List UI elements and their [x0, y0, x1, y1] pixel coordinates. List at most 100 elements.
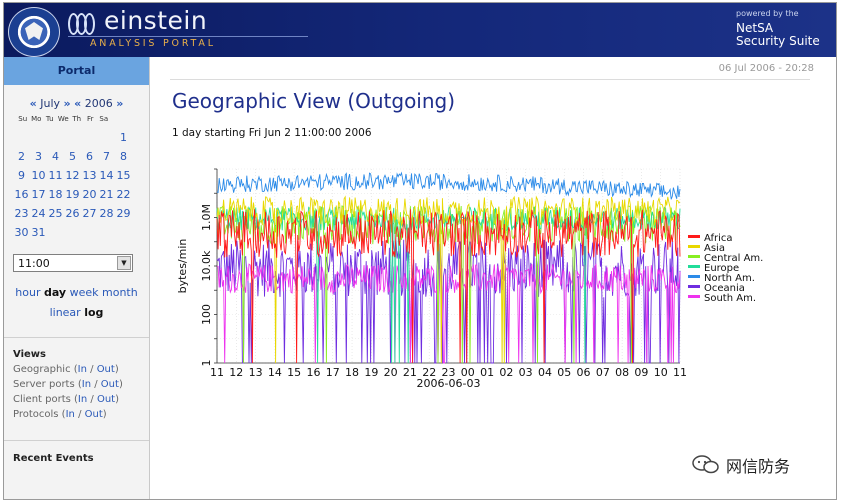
calendar-day[interactable]: 13: [82, 169, 97, 182]
range-week-link[interactable]: week: [69, 286, 99, 299]
calendar-day[interactable]: 30: [14, 226, 29, 239]
calendar-day[interactable]: 26: [65, 207, 80, 220]
x-tick-label: 01: [480, 366, 494, 379]
calendar-day[interactable]: 28: [99, 207, 114, 220]
calendar-day[interactable]: 16: [14, 188, 29, 201]
calendar-day[interactable]: 22: [116, 188, 131, 201]
next-month-link[interactable]: »: [63, 97, 71, 110]
view-out-link[interactable]: Out: [96, 364, 115, 375]
calendar-day[interactable]: 20: [82, 188, 97, 201]
calendar-day[interactable]: 14: [99, 169, 114, 182]
prev-month-link[interactable]: «: [29, 97, 37, 110]
y-tick-label: 100: [200, 304, 213, 325]
view-in-link[interactable]: In: [77, 364, 87, 375]
weekday-label: Mo: [31, 115, 42, 123]
time-select[interactable]: 11:00 ▼: [13, 254, 133, 272]
calendar-day[interactable]: 17: [31, 188, 46, 201]
chevron-down-icon[interactable]: ▼: [117, 256, 131, 270]
calendar-day[interactable]: 10: [31, 169, 46, 182]
views-list: Geographic (In / Out) Server ports (In / …: [13, 362, 123, 422]
calendar-grid: 1 2 3 4 5 6 7 8 9 10 11 12 13 14 15 16 17 18 19 20 21 22 23 24 2…: [13, 131, 132, 245]
y-tick-label: 1: [200, 360, 213, 367]
range-day-link[interactable]: day: [43, 286, 67, 299]
recent-events-title: Recent Events: [13, 453, 94, 464]
view-in-link[interactable]: In: [77, 394, 88, 405]
calendar-day[interactable]: 3: [35, 150, 42, 163]
calendar-day[interactable]: 8: [120, 150, 127, 163]
view-item-label: Client ports (: [13, 394, 78, 405]
legend-swatch: [688, 285, 700, 288]
sidebar-divider: [4, 440, 149, 441]
calendar-day[interactable]: 5: [69, 150, 76, 163]
x-tick-label: 20: [384, 366, 398, 379]
x-tick-label: 05: [557, 366, 571, 379]
scale-linear-link[interactable]: linear: [49, 306, 81, 319]
x-tick-label: 11: [673, 366, 687, 379]
prev-year-link[interactable]: «: [74, 97, 82, 110]
y-tick-label: 10.0k: [200, 250, 213, 281]
x-tick-label: 13: [249, 366, 263, 379]
calendar-day[interactable]: 19: [65, 188, 80, 201]
geographic-chart: 11 12 13 14 15 16 17 18 19 20 21 22 23 00 01 02 03 04 05 06…: [172, 151, 790, 399]
calendar-day[interactable]: 6: [86, 150, 93, 163]
scale-log-link[interactable]: log: [84, 306, 104, 319]
app-subtitle: ANALYSIS PORTAL: [90, 38, 216, 49]
portal-tab[interactable]: Portal: [4, 57, 149, 85]
app-name: einstein: [104, 6, 208, 35]
next-year-link[interactable]: »: [116, 97, 124, 110]
view-separator: /: [91, 379, 101, 390]
page-title: Geographic View (Outgoing): [172, 89, 456, 113]
x-tick-label: 02: [499, 366, 513, 379]
calendar-day[interactable]: 27: [82, 207, 97, 220]
weekday-label: Th: [72, 115, 82, 123]
view-in-link[interactable]: In: [65, 409, 75, 420]
view-close-paren: ): [114, 364, 119, 375]
legend-swatch: [688, 265, 700, 268]
calendar-day[interactable]: 29: [116, 207, 131, 220]
weekday-label: Su: [18, 115, 28, 123]
calendar-day[interactable]: 11: [48, 169, 63, 182]
x-tick-label: 17: [326, 366, 340, 379]
suite-name-line1: NetSA: [736, 21, 774, 35]
series-line-north-am-: [216, 171, 681, 200]
page-subtitle: 1 day starting Fri Jun 2 11:00:00 2006: [172, 127, 372, 139]
calendar-year: 2006: [84, 97, 113, 110]
calendar-day[interactable]: 12: [65, 169, 80, 182]
calendar-day[interactable]: 15: [116, 169, 131, 182]
calendar-day[interactable]: 7: [103, 150, 110, 163]
series-line-africa: [216, 209, 681, 364]
range-hour-link[interactable]: hour: [15, 286, 41, 299]
calendar-day[interactable]: 18: [48, 188, 63, 201]
calendar-day[interactable]: 4: [52, 150, 59, 163]
y-axis-label: bytes/min: [176, 239, 189, 294]
view-close-paren: ): [118, 379, 123, 390]
x-tick-label: 12: [229, 366, 243, 379]
main-content: 06 Jul 2006 - 20:28 Geographic View (Out…: [150, 57, 836, 499]
view-out-link[interactable]: Out: [84, 409, 103, 420]
x-tick-label: 03: [519, 366, 533, 379]
calendar-day[interactable]: 23: [14, 207, 29, 220]
series-line-south-am-: [216, 263, 681, 364]
x-axis-label: 2006-06-03: [417, 377, 481, 390]
sidebar-divider: [4, 337, 149, 338]
calendar-day[interactable]: 31: [31, 226, 46, 239]
view-out-link[interactable]: Out: [96, 394, 116, 405]
calendar-day[interactable]: 9: [18, 169, 25, 182]
calendar-day[interactable]: 25: [48, 207, 63, 220]
x-tick-label: 00: [461, 366, 475, 379]
weekday-label: Sa: [99, 115, 109, 123]
view-out-link[interactable]: Out: [100, 379, 119, 390]
x-tick-label: 06: [577, 366, 591, 379]
calendar-day[interactable]: 21: [99, 188, 114, 201]
x-tick-label: 14: [268, 366, 282, 379]
calendar-day[interactable]: 24: [31, 207, 46, 220]
range-month-link[interactable]: month: [102, 286, 138, 299]
calendar-day[interactable]: 1: [120, 131, 127, 144]
x-tick-label: 07: [596, 366, 610, 379]
x-tick-label: 16: [306, 366, 320, 379]
x-tick-label: 19: [364, 366, 378, 379]
x-tick-label: 08: [615, 366, 629, 379]
view-item: Geographic (In / Out): [13, 362, 123, 377]
calendar-day[interactable]: 2: [18, 150, 25, 163]
view-in-link[interactable]: In: [81, 379, 92, 390]
